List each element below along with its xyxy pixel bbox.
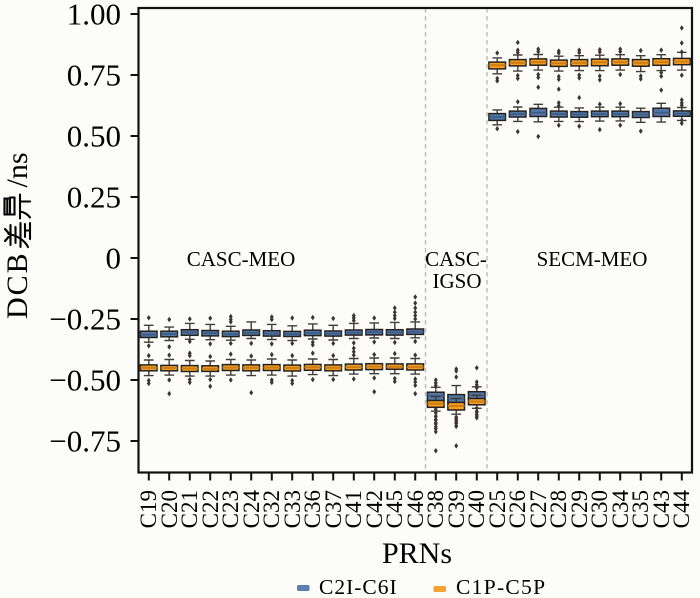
svg-text:C32: C32: [259, 490, 284, 528]
svg-text:C42: C42: [362, 490, 387, 528]
svg-text:C29: C29: [567, 490, 592, 528]
svg-text:C38: C38: [423, 490, 448, 528]
svg-text:0.75: 0.75: [67, 58, 121, 93]
svg-text:1.00: 1.00: [67, 0, 121, 32]
svg-text:C41: C41: [341, 490, 366, 528]
svg-text:C27: C27: [526, 490, 551, 528]
svg-text:C1P-C5P: C1P-C5P: [456, 575, 546, 598]
svg-text:C24: C24: [239, 490, 264, 529]
svg-text:C30: C30: [587, 490, 612, 528]
svg-text:C37: C37: [321, 490, 346, 528]
svg-text:C46: C46: [403, 490, 428, 528]
svg-text:C34: C34: [608, 490, 633, 529]
svg-text:C43: C43: [649, 490, 674, 528]
svg-text:C25: C25: [485, 490, 510, 528]
svg-text:C39: C39: [444, 490, 469, 528]
svg-text:C23: C23: [218, 490, 243, 528]
svg-text:−0.50: −0.50: [49, 363, 121, 398]
svg-text:SECM-MEO: SECM-MEO: [537, 247, 648, 271]
svg-text:C40: C40: [464, 490, 489, 528]
svg-text:C21: C21: [177, 490, 202, 528]
svg-text:/ns: /ns: [1, 152, 34, 187]
svg-text:C44: C44: [669, 490, 694, 529]
svg-text:0.50: 0.50: [67, 119, 121, 154]
svg-text:C26: C26: [505, 490, 530, 528]
svg-text:IGSO: IGSO: [432, 269, 481, 293]
svg-text:C20: C20: [157, 490, 182, 528]
svg-text:C28: C28: [546, 490, 571, 528]
svg-text:−0.75: −0.75: [49, 424, 121, 459]
svg-text:C33: C33: [280, 490, 305, 528]
svg-text:−0.25: −0.25: [49, 302, 121, 337]
svg-text:C22: C22: [198, 490, 223, 528]
svg-text:0.25: 0.25: [67, 180, 121, 215]
svg-text:0: 0: [106, 241, 122, 276]
svg-text:CASC-MEO: CASC-MEO: [187, 247, 296, 271]
svg-text:PRNs: PRNs: [382, 537, 452, 570]
svg-text:C2I-C6I: C2I-C6I: [319, 575, 398, 598]
svg-text:C35: C35: [628, 490, 653, 528]
svg-text:C36: C36: [300, 490, 325, 528]
svg-text:C19: C19: [136, 490, 161, 528]
svg-text:DCB: DCB: [1, 251, 34, 319]
svg-text:CASC-: CASC-: [425, 247, 487, 271]
svg-text:C45: C45: [382, 490, 407, 528]
